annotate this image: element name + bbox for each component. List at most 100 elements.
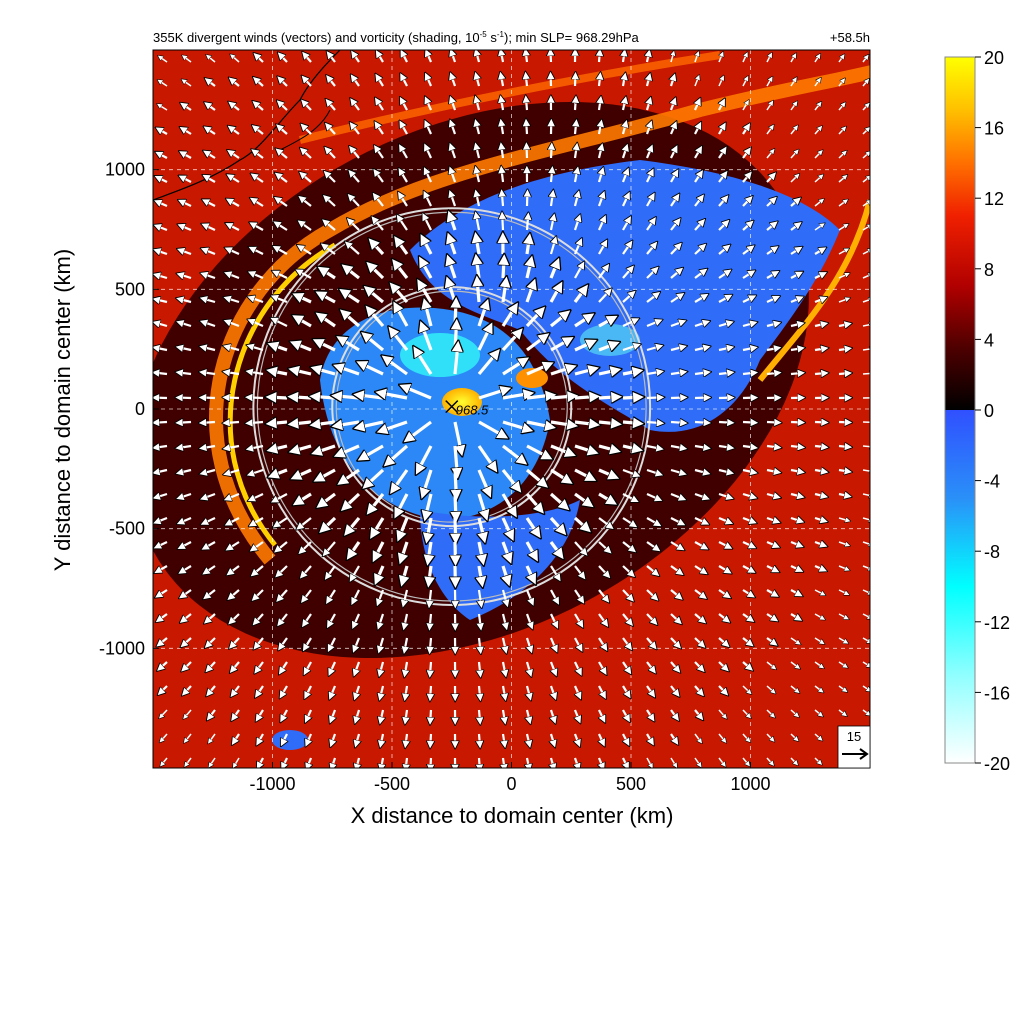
wind-vector — [369, 265, 385, 280]
wind-vector — [814, 249, 824, 254]
wind-vector — [301, 541, 312, 552]
colorbar-positive — [945, 57, 975, 410]
coastline-2 — [279, 109, 331, 151]
wind-vector — [718, 446, 731, 448]
wind-vector — [156, 542, 168, 547]
wind-vector — [527, 215, 528, 231]
wind-vector — [502, 420, 529, 430]
wind-vector — [258, 757, 263, 767]
wind-vector — [281, 685, 288, 696]
wind-vector — [378, 589, 385, 603]
wind-vector — [340, 338, 360, 352]
wind-vector — [278, 150, 288, 159]
wind-vector — [670, 270, 681, 279]
wind-vector — [231, 79, 240, 87]
wind-vector — [525, 541, 536, 558]
wind-vector — [647, 52, 649, 63]
wind-vector — [451, 75, 455, 87]
wind-vector — [670, 446, 684, 448]
wind-vector — [549, 492, 566, 507]
wind-vector — [718, 757, 725, 765]
wind-vector — [204, 249, 216, 254]
wind-vector — [838, 565, 848, 570]
wind-vector — [574, 661, 580, 673]
wind-vector — [328, 54, 336, 63]
wind-vector — [766, 272, 777, 279]
wind-vector — [479, 565, 482, 583]
wind-vector — [694, 470, 708, 473]
wind-vector — [251, 248, 264, 255]
wind-vector — [254, 127, 264, 135]
wind-vector — [203, 517, 216, 523]
wind-vector — [476, 169, 479, 183]
wind-vector — [790, 422, 802, 423]
wind-vector — [391, 330, 409, 351]
wind-vector — [622, 468, 638, 475]
wind-vector — [718, 347, 731, 350]
wind-vector — [597, 218, 605, 231]
wind-vector — [551, 216, 554, 231]
wind-vector — [574, 264, 583, 279]
wind-vector — [551, 685, 555, 697]
wind-vector — [182, 128, 192, 135]
wind-vector — [527, 709, 530, 721]
wind-vector — [343, 291, 360, 304]
wind-vector — [598, 541, 609, 551]
wind-vector — [742, 348, 755, 350]
wind-vector — [298, 271, 312, 279]
wind-vector — [405, 733, 407, 745]
wind-vector — [671, 100, 675, 111]
wind-vector — [766, 494, 778, 497]
wind-vector — [742, 733, 749, 741]
wind-vector — [302, 565, 312, 576]
wind-vector — [646, 294, 658, 303]
wind-vector — [718, 733, 725, 741]
wind-vector — [230, 152, 240, 159]
wind-vector — [423, 469, 433, 495]
wind-vector — [255, 613, 264, 623]
wind-vector — [742, 422, 755, 423]
wind-vector — [202, 446, 216, 448]
wind-vector — [814, 224, 823, 231]
wind-vector — [503, 757, 505, 768]
wind-vector — [694, 422, 708, 423]
wind-vector — [228, 200, 240, 207]
colorbar-ticks: 20 16 12 8 4 0 -4 -8 -12 -16 -20 — [975, 48, 1010, 774]
wind-vector — [206, 589, 216, 597]
wind-vector — [356, 709, 359, 721]
wind-vector — [742, 126, 748, 135]
wind-vector — [838, 589, 848, 594]
wind-vector — [155, 348, 168, 350]
wind-vector — [647, 147, 651, 159]
wind-vector — [766, 422, 779, 423]
wind-vector — [451, 99, 455, 111]
wind-vector — [184, 685, 192, 694]
wind-vector — [718, 222, 727, 231]
wind-vector — [202, 372, 216, 374]
wind-vector — [671, 76, 674, 87]
wind-vector — [158, 153, 168, 158]
wind-vector — [418, 445, 433, 471]
wind-vector — [208, 56, 216, 63]
wind-vector — [790, 566, 801, 570]
wind-vector — [862, 80, 868, 87]
wind-vector — [424, 216, 432, 231]
wind-vector — [329, 637, 336, 649]
wind-vector — [279, 613, 288, 624]
wind-vector — [694, 77, 699, 87]
center-x-icon — [445, 400, 459, 414]
wind-vector — [292, 422, 312, 424]
wind-vector — [670, 295, 682, 303]
wind-vector — [646, 517, 659, 525]
wind-vector — [207, 637, 216, 646]
wind-vector — [303, 126, 312, 135]
wind-vector — [814, 200, 823, 207]
wind-vector — [526, 75, 527, 87]
wind-vector — [790, 470, 802, 472]
wind-vector — [862, 518, 870, 520]
wind-vector — [304, 54, 312, 63]
wind-vector — [279, 102, 288, 111]
wind-vector — [455, 517, 456, 540]
wind-vector — [838, 128, 845, 135]
wind-vector — [430, 661, 431, 675]
